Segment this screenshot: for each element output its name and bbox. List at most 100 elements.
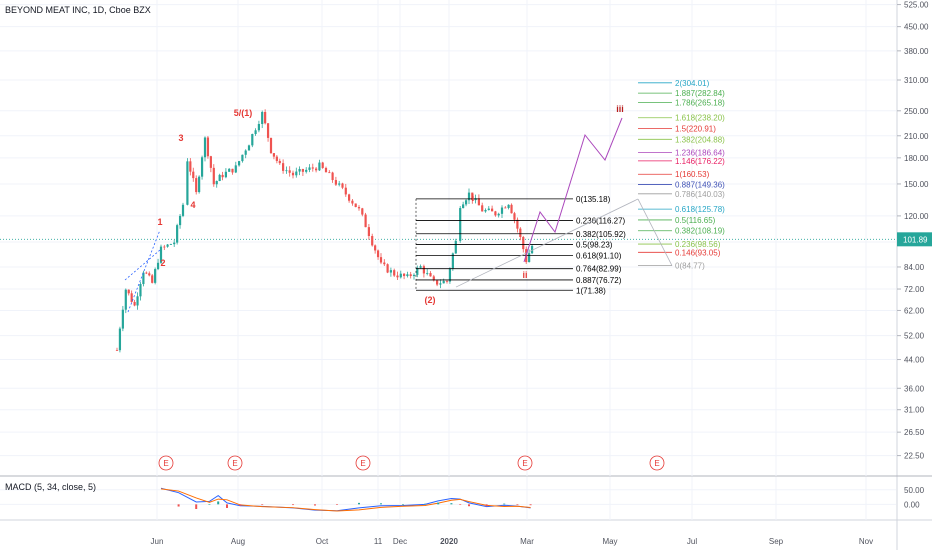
y-tick-label: 44.00 (904, 356, 925, 365)
candle-body (494, 211, 497, 216)
candle-body (215, 181, 218, 185)
candle-body (295, 171, 298, 176)
candle-body (234, 165, 237, 173)
candle-body (186, 161, 189, 205)
fib-ext-label: 0.887(149.36) (675, 181, 725, 190)
y-tick-label: 380.00 (904, 47, 929, 56)
time-axis[interactable]: Jun Aug Oct 11 Dec 2020 Mar May Jul Sep Nov (151, 537, 874, 546)
candle-body (124, 289, 127, 310)
y-tick-label: 62.00 (904, 306, 925, 315)
fib-retracement: 0(135.18) 0.236(116.27) 0.382(105.92) 0.5(9… (415, 195, 626, 295)
candle-body (127, 289, 130, 294)
candle-body (516, 219, 519, 229)
macd-histogram-bar (217, 501, 220, 505)
candle-body (121, 309, 124, 329)
candle-body (178, 215, 182, 226)
fib-ext-label: 0.146(93.05) (675, 248, 721, 257)
candle-body (133, 301, 136, 306)
price-axis[interactable]: 525.00 450.00 380.00 310.00 250.00 210.00 180.… (897, 1, 932, 461)
candle-body (241, 154, 244, 162)
candle-body (419, 266, 422, 268)
candle-body (311, 167, 314, 169)
candle-body (231, 168, 234, 173)
candle-body (393, 270, 396, 276)
candle-body (361, 208, 364, 215)
fib-ext-label: 2(304.01) (675, 79, 710, 88)
candle-body (403, 273, 406, 277)
candle-body (163, 246, 166, 248)
y-tick-label: 31.00 (904, 406, 925, 415)
candle-body (318, 162, 321, 171)
wave-label: iii (616, 104, 624, 114)
candle-body (510, 204, 513, 214)
price-candles (115, 109, 534, 353)
candle-body (504, 207, 507, 209)
candle-body (528, 253, 531, 263)
candle-body (291, 172, 295, 176)
candle-body (462, 204, 465, 209)
candle-body (439, 283, 442, 285)
candle-body (181, 204, 185, 216)
macd-title: MACD (5, 34, close, 5) (5, 482, 97, 492)
candle-body (244, 150, 247, 155)
candle-body (321, 162, 324, 168)
y-tick-label: 250.00 (904, 107, 929, 116)
candle-body (522, 237, 525, 250)
candle-body (371, 236, 374, 246)
candle-body (269, 137, 273, 154)
candle-body (159, 246, 163, 263)
wave-channel-line (127, 229, 161, 313)
candle-body (351, 200, 354, 204)
candle-body (115, 350, 119, 351)
fib-ext-label: 1(160.53) (675, 170, 710, 179)
fib-ext-label: 1.618(238.20) (675, 114, 725, 123)
candle-body (272, 153, 276, 157)
fib-level-label: 0.5(98.23) (576, 241, 613, 250)
fib-ext-label: 1.786(265.18) (675, 98, 725, 107)
candle-body (406, 274, 409, 277)
x-tick-label: Nov (859, 537, 873, 546)
fib-ext-label: 1.382(204.88) (675, 135, 725, 144)
candle-body (442, 280, 445, 284)
wave-label: 4 (190, 200, 195, 210)
fib-extension: 2(304.01)1.887(282.84)1.786(265.18) 1.618… (455, 79, 725, 288)
candle-body (491, 208, 494, 212)
candle-body (341, 183, 344, 188)
x-tick-label: Mar (520, 537, 534, 546)
candle-body (357, 207, 361, 209)
y-tick-label: 120.00 (904, 212, 929, 221)
candle-body (334, 180, 337, 185)
earnings-marker (158, 455, 174, 471)
projection-path (523, 117, 623, 263)
candle-body (379, 257, 383, 263)
candle-body (448, 268, 452, 282)
last-price-badge (897, 232, 932, 247)
candle-body (383, 262, 386, 265)
candle-body (445, 280, 449, 282)
candle-body (218, 174, 221, 182)
trend-line (637, 198, 673, 266)
signal-line (160, 488, 531, 512)
macd-histogram-bar (424, 503, 426, 505)
x-tick-label: Sep (769, 537, 784, 546)
macd-histogram-bar (468, 504, 470, 507)
fib-ext-label: 0.786(140.03) (675, 190, 725, 199)
candle-body (497, 213, 500, 216)
candle-body (454, 240, 457, 254)
candle-body (166, 244, 169, 247)
fib-level-label: 0.764(82.99) (576, 265, 622, 274)
fib-ext-label: 1.5(220.91) (675, 125, 716, 134)
y-tick-label: 36.00 (904, 384, 925, 393)
macd-histogram-bar (516, 504, 519, 505)
macd-tick-label: 50.00 (904, 486, 925, 495)
candle-body (118, 328, 122, 351)
x-tick-label: Oct (316, 537, 329, 546)
wave-label: 2 (160, 258, 165, 268)
wave-label: i (472, 193, 475, 203)
candle-body (212, 167, 215, 185)
candle-body (315, 168, 318, 171)
candle-body (519, 228, 522, 238)
y-tick-label: 525.00 (904, 1, 929, 10)
